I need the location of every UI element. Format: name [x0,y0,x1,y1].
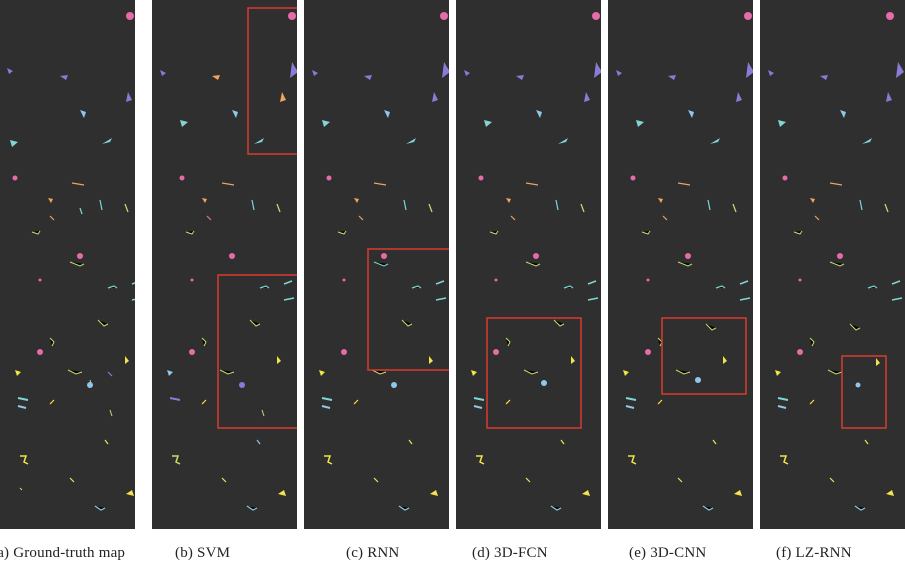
class-patches [616,12,753,511]
highlight-box [217,274,297,429]
panel-caption: (d) 3D-FCN [472,545,548,561]
highlight-box [661,317,747,395]
panel-caption: (f) LZ-RNN [776,545,852,561]
panel-caption: (a) Ground-truth map [0,545,126,561]
rnn-map-image [312,12,449,511]
svm-map-image [160,7,297,511]
panel-caption: (c) RNN [346,545,400,561]
class-patches [768,12,904,511]
panel-caption: (b) SVM [175,545,231,561]
class-patches [464,12,601,511]
class-patches [312,12,449,511]
ground-truth-map-panel [0,0,135,529]
class-patches [160,12,297,511]
svm-map-panel [152,0,297,529]
3d-cnn-map-image [616,12,753,511]
rnn-map-panel [304,0,449,529]
3d-fcn-map-image [464,12,601,511]
highlight-box [841,355,887,429]
panel-caption: (e) 3D-CNN [629,545,707,561]
ground-truth-map-image [7,12,135,511]
3d-fcn-map-panel [456,0,601,529]
highlight-box [486,317,582,429]
highlight-box [367,248,449,371]
class-patches [7,12,135,511]
highlight-box [247,7,297,155]
lz-rnn-map-image [768,12,904,511]
lz-rnn-map-panel [760,0,905,529]
3d-cnn-map-panel [608,0,753,529]
